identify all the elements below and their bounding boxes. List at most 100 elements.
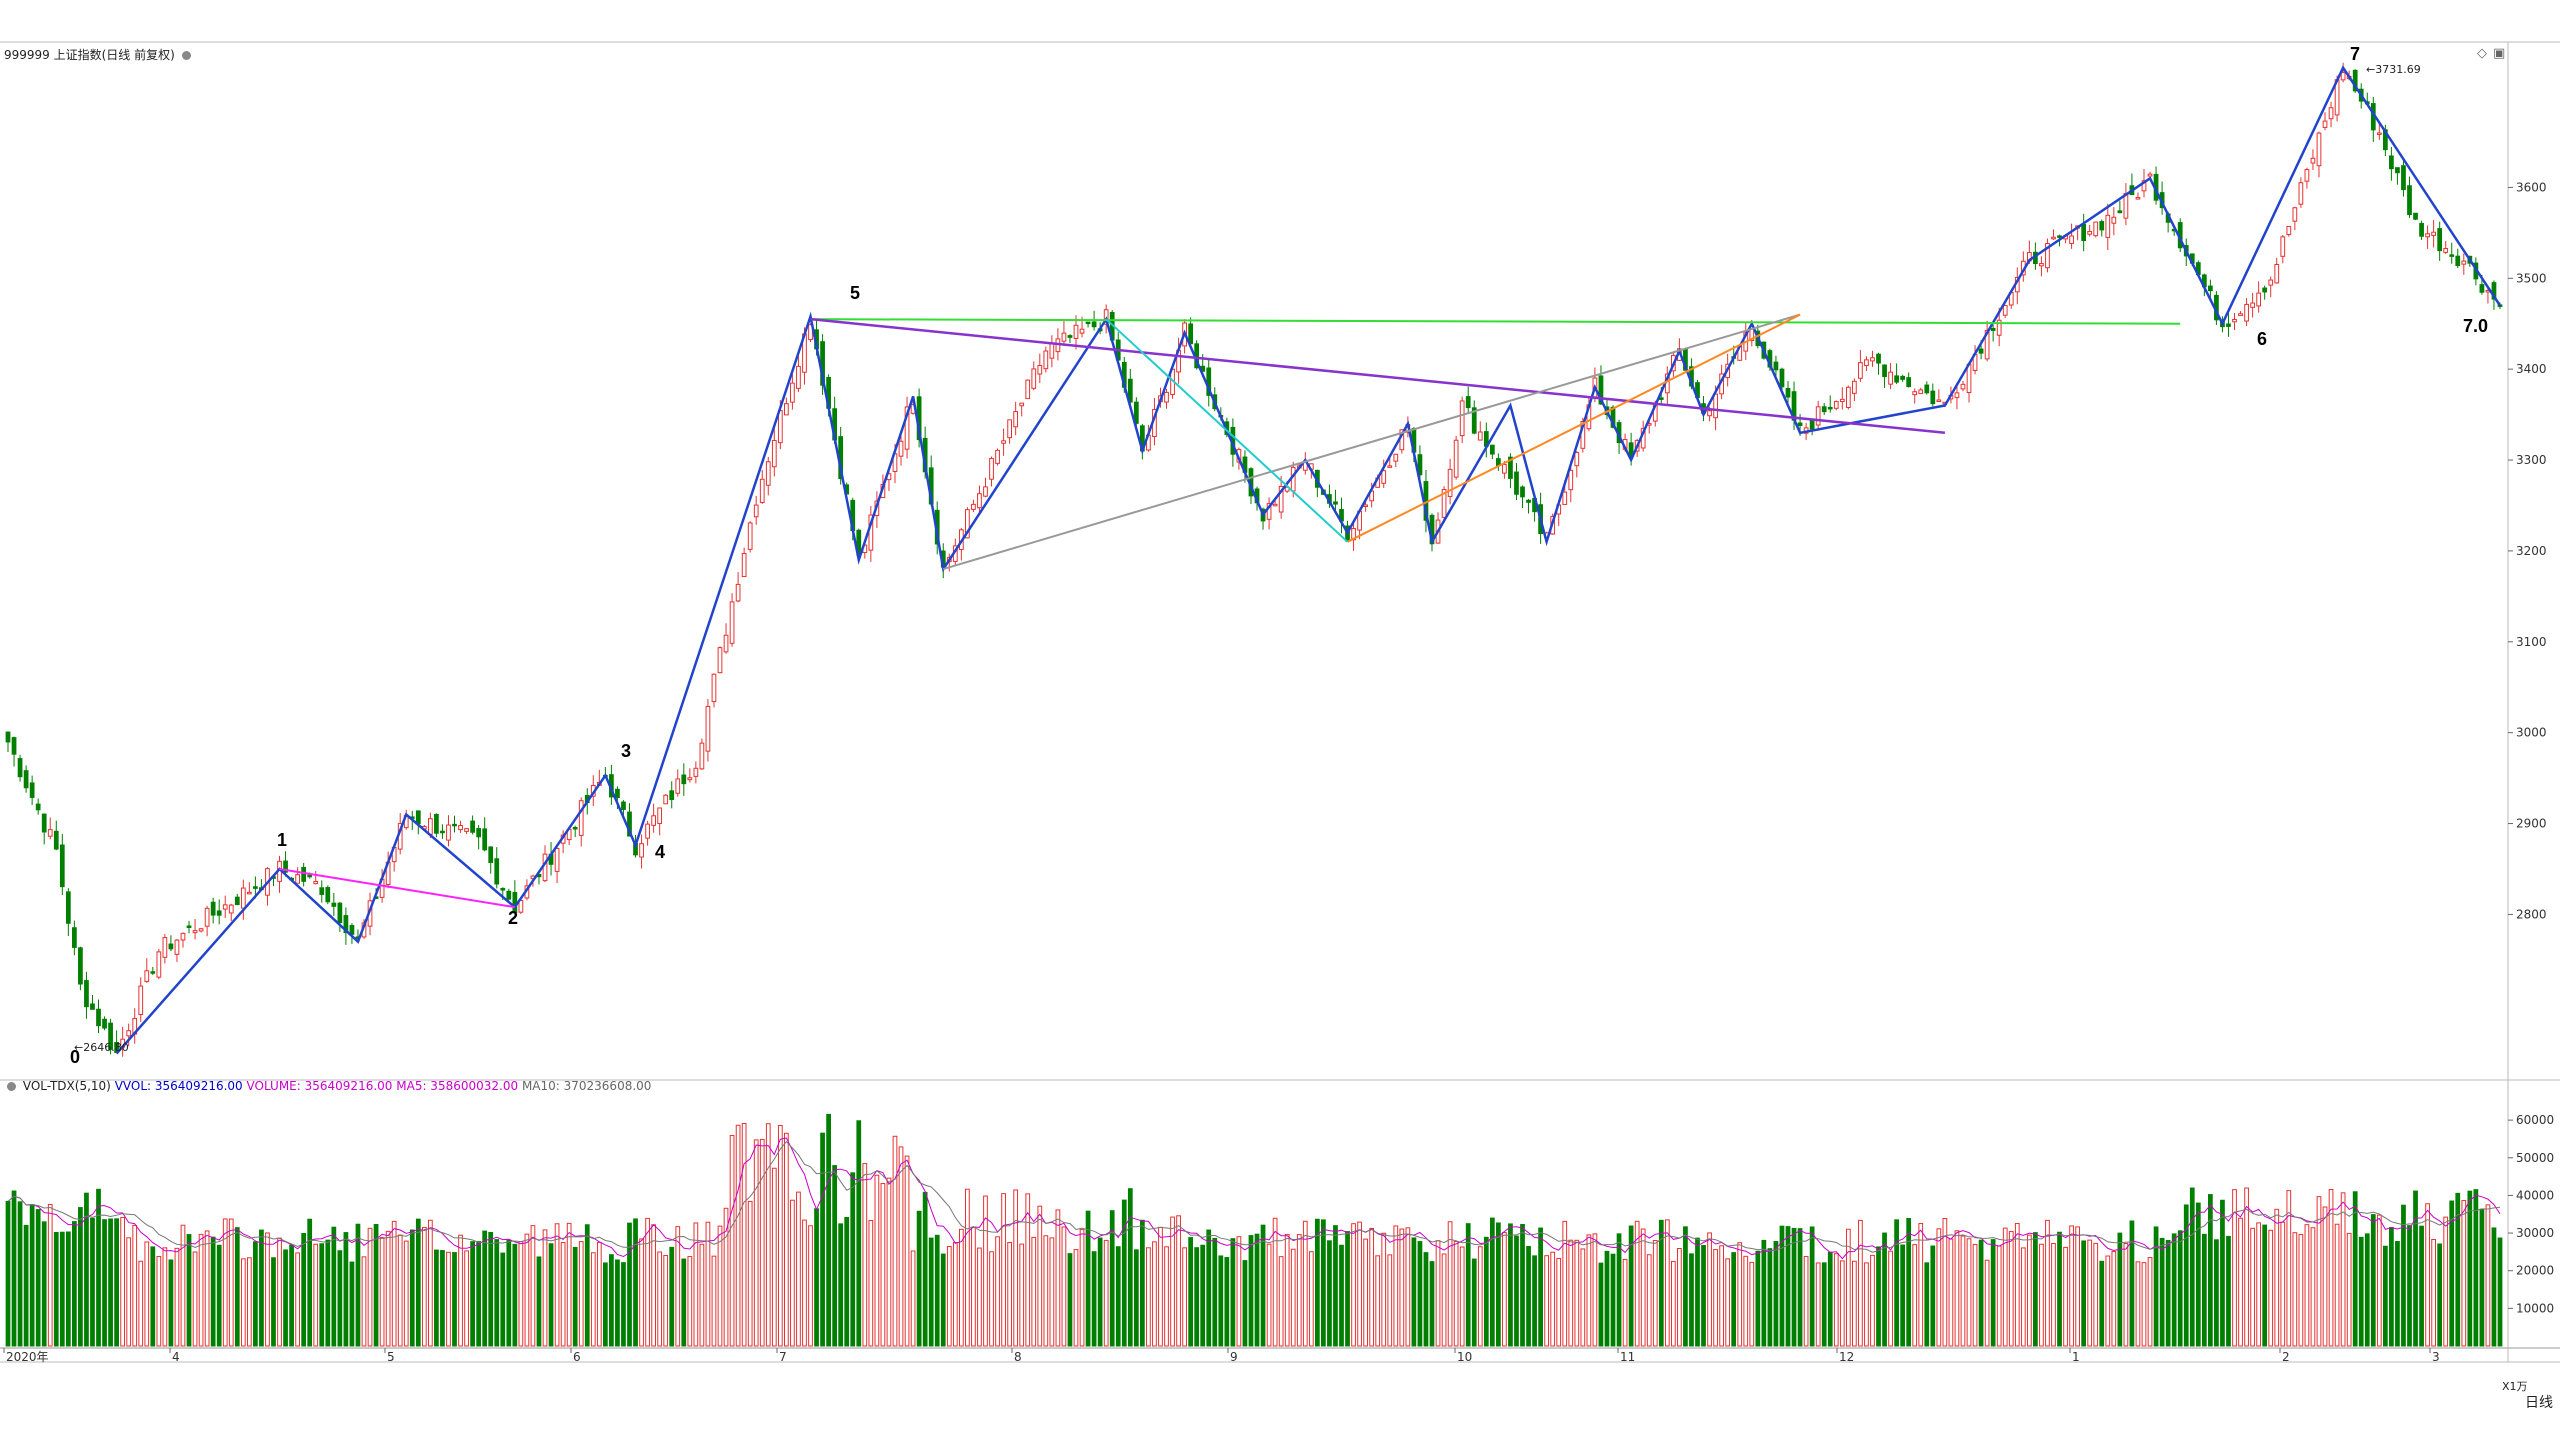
volume-bar-down [1701,1244,1706,1347]
up-candle [578,800,584,836]
volume-bar-down [832,1165,838,1347]
volume-bar-up [965,1188,970,1347]
volume-bar-up [753,1139,759,1347]
volume-bar-down [826,1113,831,1347]
volume-bar-down [1327,1240,1332,1347]
volume-bar-down [59,1231,65,1347]
volume-bar-down [1091,1251,1097,1347]
volume-bar-up [1351,1223,1356,1347]
volume-bar-up [946,1246,952,1347]
up-candle [1441,488,1447,518]
volume-bar-up [1284,1233,1290,1347]
price-tick-label: 3500 [2516,271,2547,285]
volume-bar-up [446,1251,451,1347]
volume-bar-up [651,1224,656,1347]
up-candle [1858,362,1863,379]
volume-bar-up [295,1252,300,1347]
up-candle [717,647,723,674]
volume-bar-up [1399,1228,1405,1347]
down-candle [186,925,192,928]
down-candle [2226,323,2231,327]
price-tick-label: 3200 [2516,544,2547,558]
up-candle [753,504,759,518]
down-candle [1797,422,1803,426]
gear-icon[interactable] [7,1082,16,1091]
volume-bar-up [1441,1253,1447,1347]
volume-bar-up [663,1254,669,1347]
up-candle [222,904,228,910]
volume-layer [5,1113,2503,1347]
volume-bar-down [940,1253,946,1347]
volume-bar-down [1924,1262,1930,1347]
volume-bar-down [1260,1224,1266,1347]
x-tick-label: 5 [387,1350,395,1364]
volume-bar-down [1321,1219,1326,1347]
up-candle [1061,332,1067,342]
volume-bar-down [2382,1245,2388,1347]
up-candle [898,440,904,457]
volume-bar-up [1586,1234,1592,1347]
volume-bar-up [1568,1239,1574,1347]
volume-bar-up [1025,1193,1031,1347]
volume-bar-up [790,1199,795,1347]
down-candle [1658,397,1664,400]
volume-bar-down [572,1246,578,1347]
volume-bar-up [2087,1239,2093,1347]
volume-bar-down [1121,1199,1127,1347]
diamond-icon[interactable]: ◇ [2477,46,2487,61]
up-candle [1888,371,1893,385]
volume-bar-down [844,1216,850,1347]
volume-bar-up [204,1230,210,1347]
volume-bar-down [271,1257,276,1347]
down-candle [572,827,578,830]
down-candle [1894,375,1899,383]
volume-bar-down [1248,1235,1254,1347]
volume-bar-down [234,1227,240,1347]
volume-bar-down [814,1208,819,1347]
volume-bar-down [548,1243,554,1347]
down-candle [476,828,482,838]
volume-bar-up [989,1251,994,1347]
volume-bar-up [808,1225,813,1347]
volume-bar-down [1628,1225,1634,1347]
instrument-name: 999999 上证指数(日线 前复权) [4,48,175,62]
up-candle [651,815,656,826]
down-candle [1333,501,1338,505]
down-candle [307,874,313,878]
volume-bar-down [1097,1237,1103,1347]
volume-bar-down [1773,1241,1779,1347]
volume-bar-down [1785,1226,1791,1347]
volume-bar-up [1960,1235,1966,1347]
up-candle [138,985,144,1016]
volume-bar-up [1984,1259,1990,1347]
volume-bar-up [1453,1241,1459,1347]
volume-bar-down [452,1252,457,1347]
volume-bar-down [1345,1231,1350,1347]
x-tick-label: 11 [1620,1350,1635,1364]
up-candle [1960,383,1966,390]
up-candle [747,522,753,550]
x-tick-label: 1 [2072,1350,2080,1364]
down-candle [1785,387,1791,398]
volume-bar-up [977,1247,982,1347]
up-candle [1049,343,1055,359]
volume-bar-up [2123,1242,2129,1347]
volume-bar-down [2057,1231,2062,1347]
volume-bar-up [120,1216,126,1347]
volume-bar-up [397,1234,403,1347]
gear-icon[interactable] [181,51,191,60]
wave-label-6: 6 [2257,329,2268,349]
volume-bar-up [2014,1222,2020,1347]
down-candle [621,801,626,810]
volume-bar-down [11,1190,17,1347]
volume-bar-up [1719,1245,1724,1347]
volume-bar-down [1610,1253,1616,1347]
volume-bar-up [1749,1261,1755,1347]
window-icon[interactable]: ▣ [2493,46,2506,61]
up-candle [2256,292,2262,307]
up-candle [1713,393,1718,419]
volume-bar-up [2232,1189,2237,1347]
volume-bar-down [1339,1244,1344,1347]
